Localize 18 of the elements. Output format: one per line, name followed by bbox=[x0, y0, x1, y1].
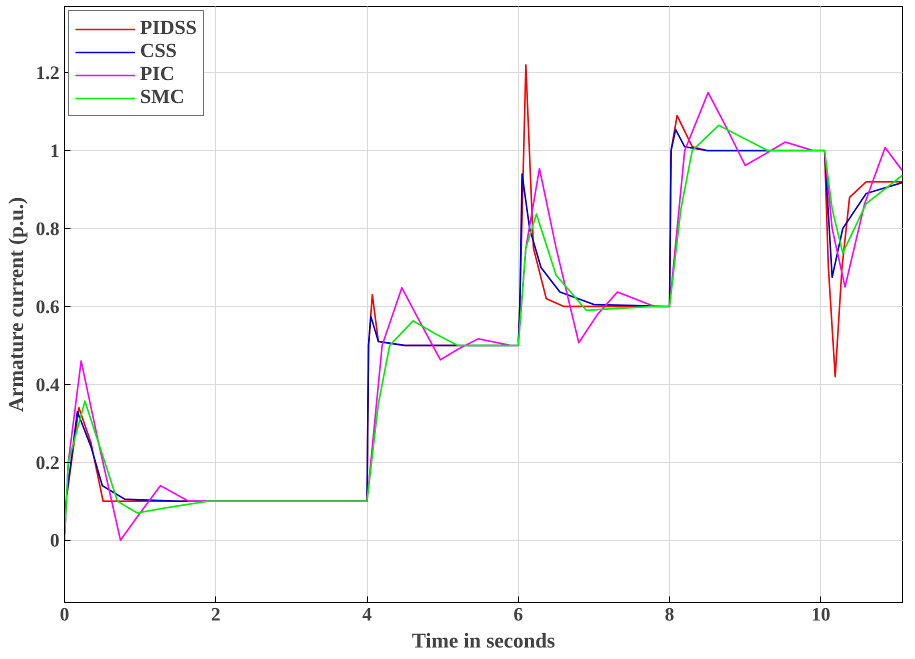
x-tick-label: 8 bbox=[664, 604, 674, 626]
y-tick-label: 0 bbox=[50, 530, 60, 552]
legend-label: PIC bbox=[140, 63, 174, 86]
x-tick-label: 4 bbox=[362, 604, 372, 626]
y-axis-title: Armature current (p.u.) bbox=[4, 196, 28, 412]
legend-label: PIDSS bbox=[140, 17, 197, 40]
legend-label: SMC bbox=[140, 86, 184, 109]
x-tick-label: 10 bbox=[811, 604, 830, 626]
y-tick-label: 0.4 bbox=[36, 374, 60, 396]
y-tick-label: 1.2 bbox=[36, 63, 60, 84]
legend-label: CSS bbox=[140, 40, 177, 63]
x-axis-title: Time in seconds bbox=[412, 628, 556, 652]
x-tick-label: 6 bbox=[514, 604, 524, 626]
x-tick-label: 2 bbox=[211, 604, 221, 626]
y-tick-label: 0.6 bbox=[36, 296, 60, 318]
y-tick-label: 1 bbox=[50, 141, 60, 162]
y-tick-label: 0.8 bbox=[36, 219, 60, 240]
y-tick-label: 0.2 bbox=[36, 452, 60, 474]
